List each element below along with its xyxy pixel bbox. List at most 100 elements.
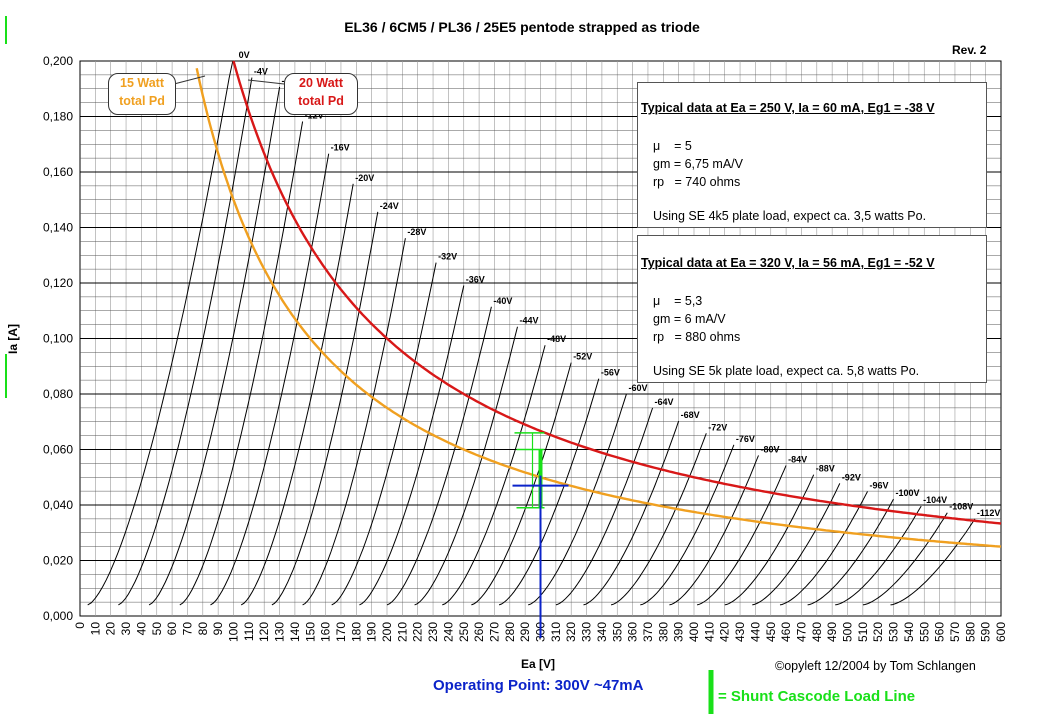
- x-tick-label: 10: [88, 622, 102, 636]
- grid-bias-label: -48V: [547, 334, 566, 344]
- box1-gm: gm = 6,75 mA/V: [653, 157, 743, 171]
- grid-bias-curve: [890, 518, 976, 606]
- grid-bias-label: -72V: [708, 422, 727, 432]
- grid-bias-label: -108V: [949, 502, 973, 512]
- x-tick-label: 600: [994, 622, 1008, 642]
- x-tick-label: 350: [610, 622, 624, 642]
- box2-rp: rp = 880 ohms: [653, 330, 741, 344]
- x-tick-label: 590: [979, 622, 993, 642]
- y-tick-label: 0,180: [43, 110, 73, 124]
- x-tick-label: 450: [764, 622, 778, 642]
- grid-bias-label: -52V: [573, 352, 592, 362]
- grid-bias-curve: [807, 498, 894, 606]
- x-tick-label: 250: [457, 622, 471, 642]
- x-tick-label: 50: [150, 622, 164, 636]
- y-tick-label: 0,120: [43, 276, 73, 290]
- typical-data-box-2: Typical data at Ea = 320 V, Ia = 56 mA, …: [637, 235, 987, 383]
- y-axis-label: Ia [A]: [6, 324, 20, 354]
- chart-title: EL36 / 6CM5 / PL36 / 25E5 pentode strapp…: [344, 19, 700, 35]
- grid-bias-curve: [386, 306, 492, 606]
- x-tick-label: 540: [902, 622, 916, 642]
- x-tick-label: 230: [426, 622, 440, 642]
- grid-bias-curve: [779, 491, 868, 606]
- x-tick-label: 310: [549, 622, 563, 642]
- pd15-callout-line2: total Pd: [119, 94, 165, 108]
- y-tick-label: 0,160: [43, 165, 73, 179]
- grid-bias-label: -64V: [655, 397, 674, 407]
- grid-bias-curve: [610, 433, 707, 606]
- grid-bias-curve: [87, 60, 237, 606]
- y-tick-label: 0,000: [43, 609, 73, 623]
- grid-bias-curve: [669, 455, 759, 606]
- grid-bias-label: -20V: [355, 173, 374, 183]
- pd20-callout: 20 Watt total Pd: [284, 73, 358, 115]
- pd20-curve: [232, 60, 1002, 525]
- typical-data-box-1: Typical data at Ea = 250 V, Ia = 60 mA, …: [637, 82, 987, 228]
- grid-bias-curve: [555, 407, 654, 606]
- pd20-callout-line1: 20 Watt: [299, 76, 343, 90]
- load-line-caption: = Shunt Cascode Load Line: [718, 688, 916, 705]
- x-tick-label: 90: [211, 622, 225, 636]
- x-tick-label: 60: [165, 622, 179, 636]
- grid-bias-label: -32V: [438, 252, 457, 262]
- x-tick-label: 530: [887, 622, 901, 642]
- box1-mu: μ = 5: [653, 139, 692, 153]
- grid-bias-label: -84V: [788, 454, 807, 464]
- grid-bias-curve: [302, 238, 406, 606]
- y-tick-label: 0,100: [43, 332, 73, 346]
- grid-bias-label: -60V: [628, 383, 647, 393]
- x-tick-label: 490: [825, 622, 839, 642]
- x-tick-label: 440: [748, 622, 762, 642]
- grid-bias-curve: [148, 86, 281, 606]
- grid-bias-label: -100V: [896, 488, 920, 498]
- grid-bias-label: -12V: [305, 110, 324, 120]
- x-axis-label: Ea [V]: [521, 657, 556, 671]
- pd20-callout-pointer: [247, 79, 285, 85]
- grid-bias-curve: [442, 345, 546, 606]
- grid-bias-curve: [835, 505, 922, 606]
- x-tick-label: 480: [810, 622, 824, 642]
- x-tick-label: 460: [779, 622, 793, 642]
- x-tick-label: 430: [733, 622, 747, 642]
- grid-bias-curve: [528, 393, 627, 606]
- y-tick-label: 0,060: [43, 443, 73, 457]
- y-tick-label: 0,040: [43, 498, 73, 512]
- grid-bias-label: -28V: [407, 227, 426, 237]
- grid-bias-curve: [359, 285, 465, 606]
- grid-bias-curve: [210, 153, 330, 606]
- pd20-callout-line2: total Pd: [298, 94, 344, 108]
- box2-heading: Typical data at Ea = 320 V, Ia = 56 mA, …: [641, 256, 935, 270]
- grid-bias-label: -24V: [380, 201, 399, 211]
- grid-bias-curve: [752, 483, 841, 606]
- x-tick-label: 0: [73, 622, 87, 629]
- x-tick-label: 550: [917, 622, 931, 642]
- x-tick-label: 190: [365, 622, 379, 642]
- x-tick-label: 520: [871, 622, 885, 642]
- grid-bias-label: -76V: [736, 434, 755, 444]
- grid-bias-curve: [240, 183, 354, 606]
- x-tick-label: 260: [472, 622, 486, 642]
- grid-bias-label: 0V: [239, 50, 250, 60]
- x-tick-label: 120: [257, 622, 271, 642]
- box1-rp: rp = 740 ohms: [653, 175, 741, 189]
- x-tick-label: 110: [242, 622, 256, 641]
- grid-bias-label: -40V: [493, 296, 512, 306]
- grid-bias-label: -96V: [869, 481, 888, 491]
- y-tick-label: 0,020: [43, 554, 73, 568]
- x-tick-label: 150: [303, 622, 317, 642]
- grid-bias-curve: [118, 77, 253, 606]
- y-tick-label: 0,080: [43, 387, 73, 401]
- x-tick-label: 180: [349, 622, 363, 642]
- x-tick-label: 280: [503, 622, 517, 642]
- grid-bias-label: -80V: [760, 444, 779, 454]
- grid-bias-curve: [583, 420, 680, 606]
- x-tick-label: 370: [641, 622, 655, 642]
- x-tick-label: 160: [319, 622, 333, 642]
- x-tick-label: 500: [841, 622, 855, 642]
- x-tick-label: 360: [626, 622, 640, 642]
- x-tick-label: 130: [273, 622, 287, 642]
- x-tick-label: 400: [687, 622, 701, 642]
- x-tick-label: 30: [119, 622, 133, 636]
- grid-bias-label: -92V: [842, 472, 861, 482]
- grid-bias-label: -44V: [519, 316, 538, 326]
